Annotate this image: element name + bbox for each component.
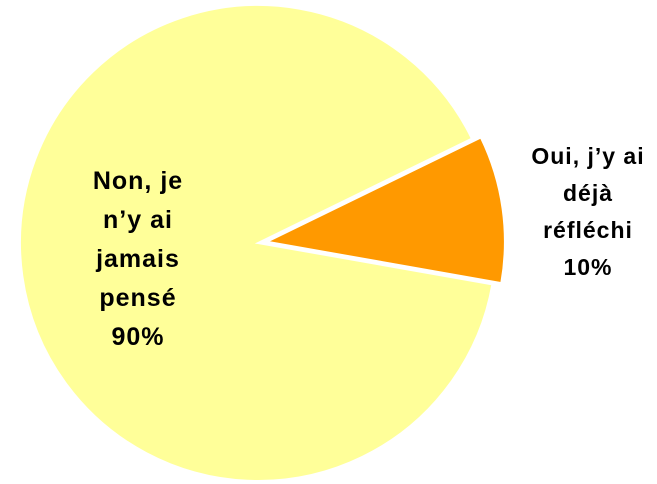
value-label: 10% (563, 254, 613, 280)
category-label: Non, je n’y ai jamais pensé (92, 167, 184, 312)
category-label: Oui, j’y ai déjà réfléchi (531, 143, 645, 243)
slice-label: Non, je n’y ai jamais pensé 90% (73, 162, 203, 357)
pie-slice (19, 4, 494, 482)
value-label: 90% (111, 323, 165, 351)
pie-slice (263, 136, 506, 285)
slice-label: Oui, j’y ai déjà réfléchi 10% (522, 138, 654, 286)
